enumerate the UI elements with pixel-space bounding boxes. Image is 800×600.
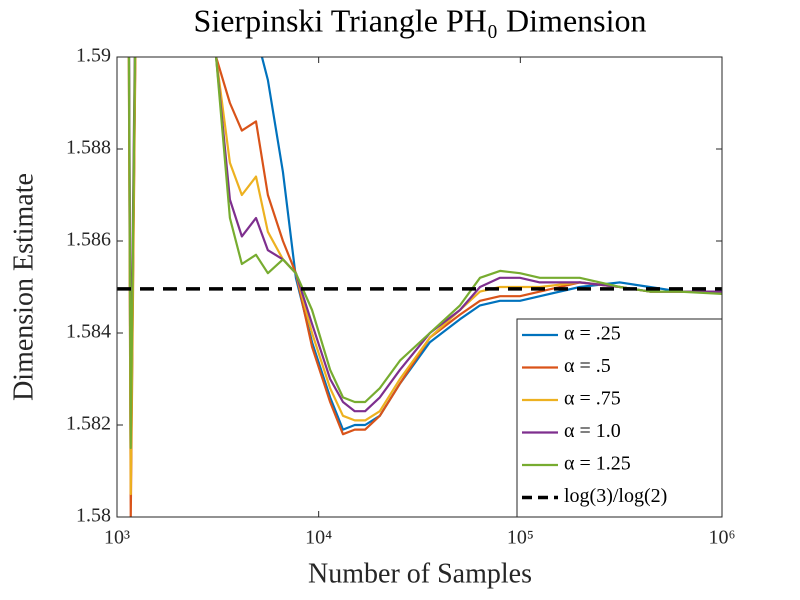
series-line	[127, 57, 722, 482]
legend-label: α = 1.0	[564, 420, 621, 442]
y-tick-label: 1.588	[66, 137, 111, 159]
y-tick-label: 1.582	[66, 413, 111, 435]
x-tick-label: 10⁶	[709, 527, 736, 549]
legend-label: log(3)/log(2)	[564, 485, 667, 507]
series-line	[127, 57, 722, 450]
series-line	[127, 57, 722, 413]
x-tick-label: 10³	[104, 527, 130, 549]
x-tick-label: 10⁴	[305, 527, 332, 549]
plot-lines	[117, 57, 722, 517]
series-line	[127, 57, 722, 496]
y-tick-label: 1.59	[76, 45, 111, 67]
x-axis-label: Number of Samples	[308, 558, 532, 589]
y-tick-label: 1.586	[66, 229, 111, 251]
legend-label: α = .75	[564, 388, 621, 410]
series-line	[127, 57, 722, 517]
legend-label: α = 1.25	[564, 453, 631, 475]
x-tick-label: 10⁵	[507, 527, 534, 549]
y-tick-label: 1.584	[66, 321, 111, 343]
legend-label: α = .25	[564, 323, 621, 345]
legend-label: α = .5	[564, 355, 611, 377]
plot-frame	[116, 56, 723, 518]
y-tick-label: 1.58	[76, 505, 111, 527]
chart-title: Sierpinski Triangle PH₀ Dimension	[194, 2, 647, 38]
legend-box	[516, 318, 723, 518]
y-axis-label: Dimension Estimate	[8, 173, 39, 401]
